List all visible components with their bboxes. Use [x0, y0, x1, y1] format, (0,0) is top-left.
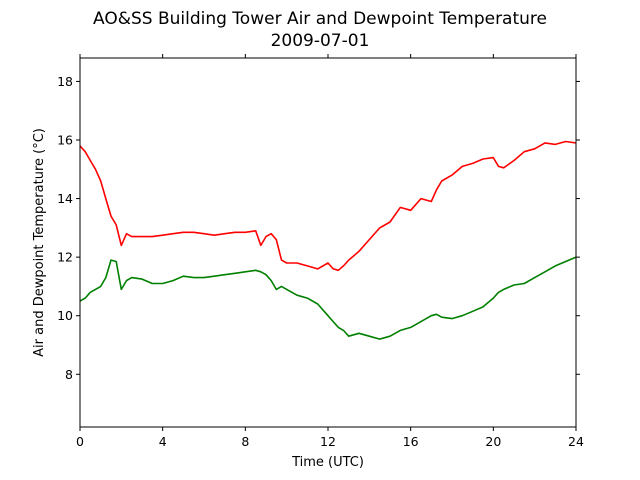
x-tick-label: 16: [403, 434, 419, 449]
y-tick-label: 10: [57, 308, 73, 323]
series-line-2: [79, 256, 577, 340]
x-tick-label: 4: [159, 434, 167, 449]
series-layer: [79, 140, 577, 340]
x-tick-label: 12: [320, 434, 336, 449]
x-tick-label: 20: [485, 434, 501, 449]
y-tick-label: 18: [57, 74, 73, 89]
x-tick-label: 8: [241, 434, 249, 449]
chart-title: AO&SS Building Tower Air and Dewpoint Te…: [93, 9, 547, 29]
y-tick-label: 8: [65, 367, 73, 382]
x-tick-label: 24: [568, 434, 584, 449]
y-tick-label: 16: [57, 133, 73, 148]
y-axis: 8 10 12 14 16 18: [57, 74, 580, 382]
y-tick-label: 12: [57, 250, 73, 265]
x-tick-label: 0: [76, 434, 84, 449]
x-axis: 0 4 8 12 16 20 24: [76, 54, 584, 449]
x-axis-label: Time (UTC): [291, 455, 364, 470]
y-axis-label: Air and Dewpoint Temperature (°C): [32, 128, 47, 357]
series-line-1: [79, 140, 577, 272]
chart-subtitle: 2009-07-01: [271, 31, 370, 51]
y-tick-label: 14: [57, 191, 73, 206]
